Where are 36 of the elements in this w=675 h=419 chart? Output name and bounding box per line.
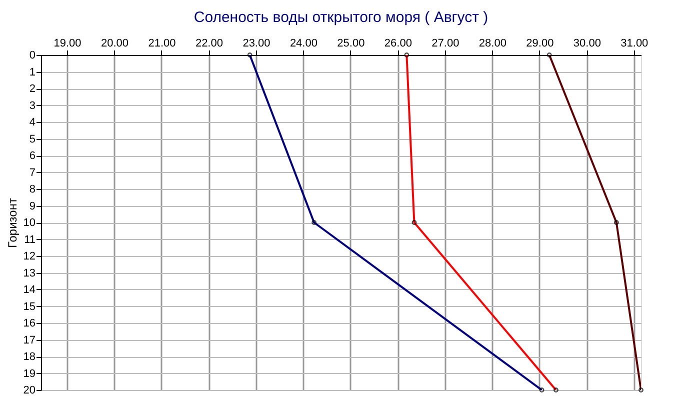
x-tick-label: 29.00 xyxy=(526,38,554,50)
x-tick-label: 28.00 xyxy=(478,38,506,50)
y-tick-label: 17 xyxy=(23,334,36,346)
y-tick-label: 8 xyxy=(29,184,36,196)
y-tick-label: 10 xyxy=(23,217,36,229)
x-tick-label: 31.00 xyxy=(620,38,648,50)
y-tick-label: 20 xyxy=(23,384,36,396)
x-tick-label: 23.00 xyxy=(242,38,270,50)
x-tick-label: 20.00 xyxy=(100,38,128,50)
x-tick-label: 21.00 xyxy=(148,38,176,50)
x-tick-label: 22.00 xyxy=(195,38,223,50)
chart-title: Соленость воды открытого моря ( Август ) xyxy=(194,9,488,26)
y-tick-label: 16 xyxy=(23,318,36,330)
x-tick-label: 27.00 xyxy=(432,38,460,50)
x-tick-label: 19.00 xyxy=(54,38,82,50)
x-tick-label: 30.00 xyxy=(573,38,601,50)
y-tick-label: 18 xyxy=(23,351,36,363)
y-tick-label: 15 xyxy=(23,300,36,313)
y-tick-label: 4 xyxy=(29,116,36,128)
y-tick-label: 19 xyxy=(23,368,36,380)
y-axis-title: Горизонт xyxy=(5,198,20,248)
y-tick-label: 9 xyxy=(29,200,36,212)
y-tick-label: 11 xyxy=(24,234,36,246)
x-tick-label: 26.00 xyxy=(384,38,412,50)
y-tick-label: 13 xyxy=(23,267,36,280)
y-tick-label: 12 xyxy=(23,250,36,262)
y-tick-label: 14 xyxy=(23,284,36,296)
y-tick-label: 3 xyxy=(29,100,36,112)
y-tick-label: 5 xyxy=(29,133,36,146)
y-tick-label: 7 xyxy=(29,166,36,179)
y-tick-label: 2 xyxy=(29,83,36,95)
x-tick-label: 24.00 xyxy=(290,38,318,50)
y-tick-label: 6 xyxy=(29,150,36,162)
y-tick-label: 0 xyxy=(29,50,36,62)
y-tick-label: 1 xyxy=(29,66,36,78)
x-tick-label: 25.00 xyxy=(337,38,365,50)
